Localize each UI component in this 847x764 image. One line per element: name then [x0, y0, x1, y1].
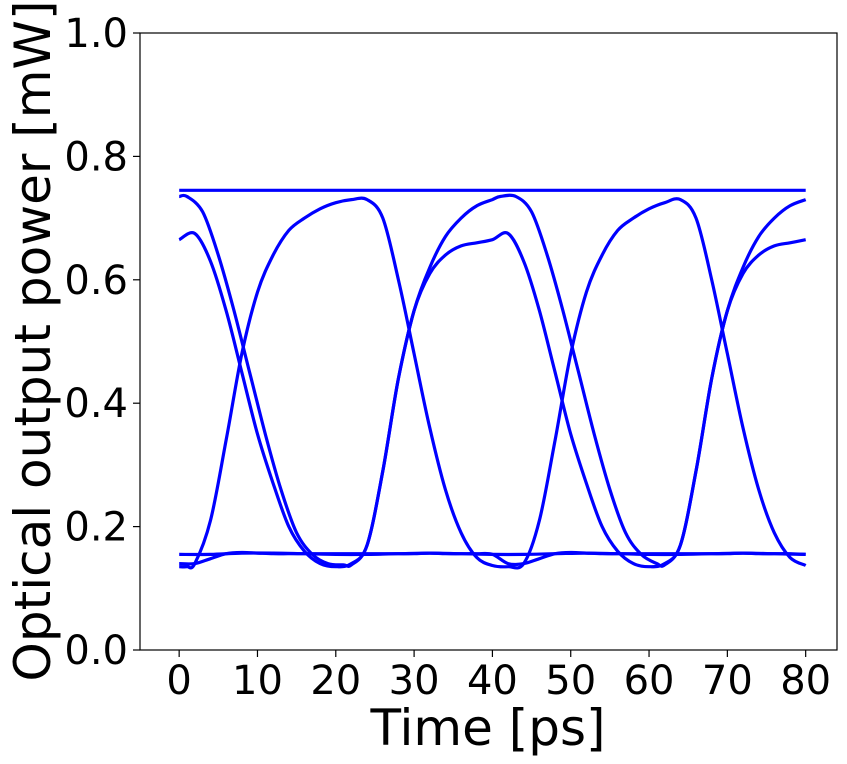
y-tick-label: 0.4: [64, 381, 128, 427]
y-axis-title: Optical output power [mW]: [4, 1, 62, 682]
x-tick-label: 30: [389, 658, 440, 704]
y-tick-label: 0.8: [64, 134, 128, 180]
series-line-6: [179, 550, 806, 567]
x-tick-label: 60: [624, 658, 675, 704]
x-tick-label: 50: [545, 658, 596, 704]
x-tick-label: 0: [166, 658, 191, 704]
y-tick-label: 1.0: [64, 11, 128, 57]
y-tick-label: 0.6: [64, 258, 128, 304]
x-tick-label: 70: [702, 658, 753, 704]
y-tick-label: 0.0: [64, 628, 128, 674]
y-tick-label: 0.2: [64, 505, 128, 551]
x-tick-label: 20: [310, 658, 361, 704]
series-line-4: [179, 196, 807, 570]
x-tick-label: 80: [780, 658, 831, 704]
x-axis-title: Time [ps]: [369, 699, 605, 757]
series-line-3: [178, 231, 807, 569]
x-axis-ticks: 0 10 20 30 40 50 60 70 80: [166, 650, 831, 704]
x-tick-label: 40: [467, 658, 518, 704]
x-tick-label: 10: [232, 658, 283, 704]
plot-frame: [139, 32, 838, 651]
y-axis-ticks: 0.0 0.2 0.4 0.6 0.8 1.0: [64, 11, 140, 674]
series-layer: [178, 188, 807, 570]
